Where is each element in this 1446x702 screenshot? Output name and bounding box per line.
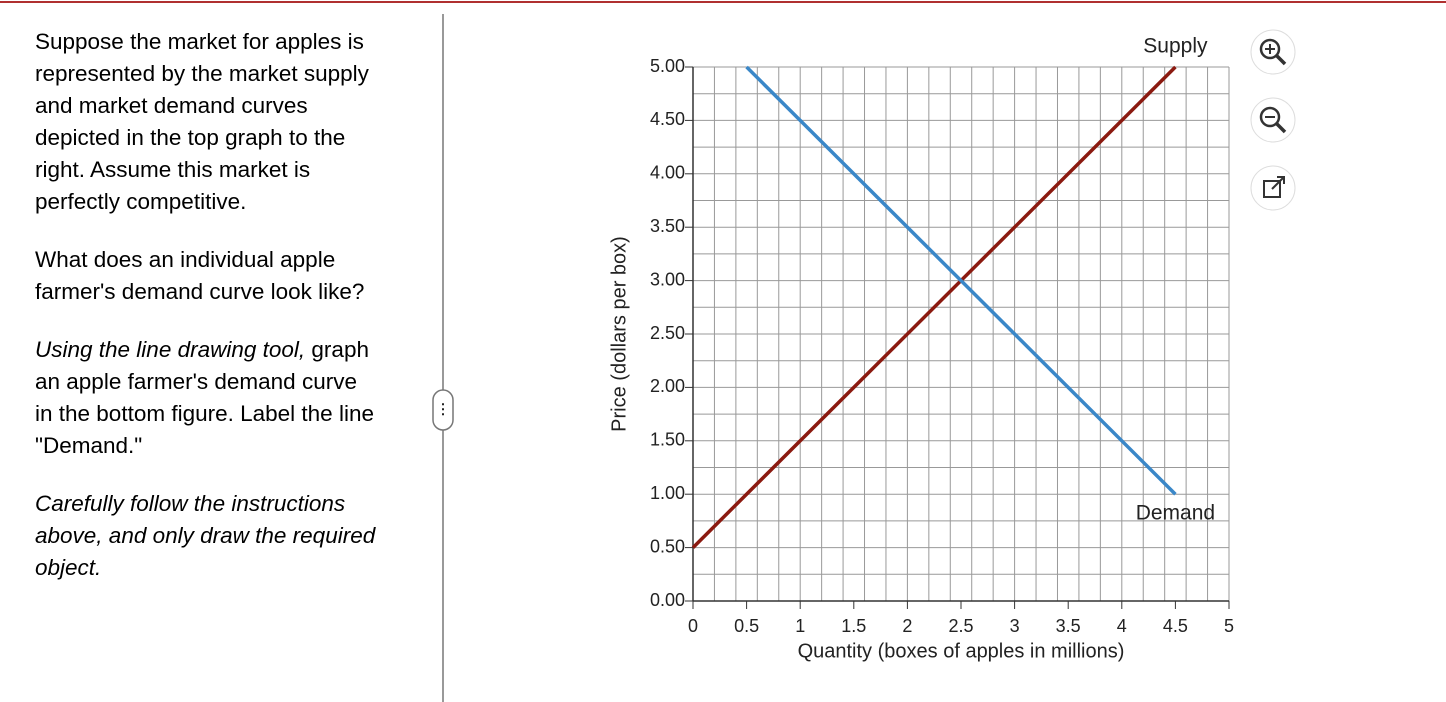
y-tick-label: 3.50 xyxy=(650,216,685,236)
x-tick-label: 2.5 xyxy=(948,616,973,636)
x-tick-label: 4 xyxy=(1117,616,1127,636)
open-external[interactable] xyxy=(1250,165,1296,211)
y-axis-label: Price (dollars per box) xyxy=(608,236,630,432)
y-tick-label: 2.50 xyxy=(650,323,685,343)
divider-handle[interactable] xyxy=(432,389,454,431)
y-tick-label: 4.00 xyxy=(650,163,685,183)
series-label: Supply xyxy=(1143,35,1208,58)
x-tick-label: 1.5 xyxy=(841,616,866,636)
x-tick-label: 4.5 xyxy=(1163,616,1188,636)
plot: 0.000.501.001.502.002.503.003.504.004.50… xyxy=(650,35,1234,636)
y-tick-label: 1.50 xyxy=(650,430,685,450)
zoom-in[interactable] xyxy=(1250,29,1296,75)
series-line xyxy=(745,65,1177,496)
y-tick-label: 4.50 xyxy=(650,109,685,129)
instructions: Suppose the market for apples is represe… xyxy=(35,26,380,610)
y-tick-label: 1.00 xyxy=(650,483,685,503)
x-tick-label: 1 xyxy=(795,616,805,636)
series-line xyxy=(691,65,1177,549)
text: graph an apple farmer's demand curve in … xyxy=(35,337,374,458)
paragraph: Suppose the market for apples is represe… xyxy=(35,29,369,214)
x-tick-label: 3.5 xyxy=(1056,616,1081,636)
y-tick-label: 2.00 xyxy=(650,376,685,396)
x-tick-label: 3 xyxy=(1010,616,1020,636)
paragraph: Carefully follow the instructions above,… xyxy=(35,491,376,580)
paragraph: What does an individual apple farmer's d… xyxy=(35,247,365,304)
handle-dots: ⋮ xyxy=(436,401,450,417)
x-tick-label: 5 xyxy=(1224,616,1234,636)
x-tick-label: 0 xyxy=(688,616,698,636)
x-tick-label: 0.5 xyxy=(734,616,759,636)
y-tick-label: 0.50 xyxy=(650,536,685,556)
series-label: Demand xyxy=(1136,502,1215,525)
y-tick-label: 3.00 xyxy=(650,269,685,289)
y-tick-label: 5.00 xyxy=(650,56,685,76)
zoom-out[interactable] xyxy=(1250,97,1296,143)
paragraph: Using the line drawing tool, graph an ap… xyxy=(35,334,380,462)
x-tick-label: 2 xyxy=(902,616,912,636)
x-axis-label: Quantity (boxes of apples in millions) xyxy=(798,640,1125,662)
y-tick-label: 0.00 xyxy=(650,590,685,610)
italic-text: Using the line drawing tool, xyxy=(35,337,306,362)
